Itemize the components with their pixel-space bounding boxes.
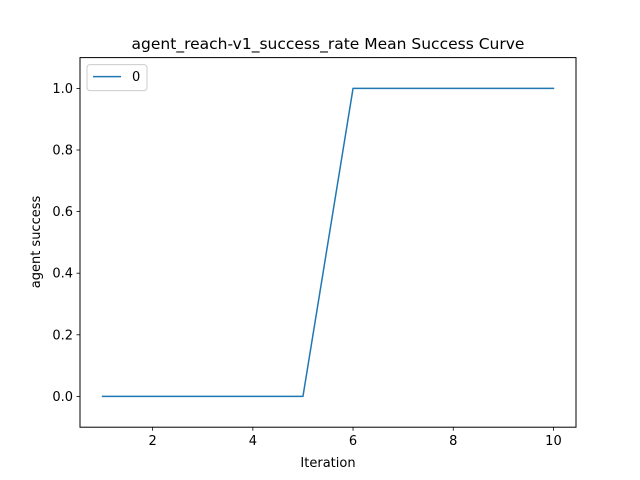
x-tick-label: 4 <box>249 434 257 449</box>
x-tick-label: 6 <box>349 434 357 449</box>
y-axis-label: agent success <box>29 196 44 289</box>
x-axis-label: Iteration <box>300 456 355 471</box>
y-tick-label: 0.2 <box>52 328 73 343</box>
series-layer <box>103 88 554 396</box>
legend: 0 <box>87 65 147 91</box>
x-axis: 2 4 6 8 10 <box>149 427 562 449</box>
x-tick-label: 2 <box>149 434 157 449</box>
legend-label: 0 <box>132 70 140 85</box>
series-line-0 <box>103 88 554 396</box>
chart-title: agent_reach-v1_success_rate Mean Success… <box>132 35 525 54</box>
y-tick-label: 1.0 <box>52 82 73 97</box>
y-tick-label: 0.4 <box>52 267 73 282</box>
x-tick-label: 8 <box>449 434 457 449</box>
y-tick-label: 0.8 <box>52 144 73 159</box>
x-tick-label: 10 <box>545 434 562 449</box>
y-tick-label: 0.0 <box>52 390 73 405</box>
y-tick-label: 0.6 <box>52 205 73 220</box>
y-axis: 0.0 0.2 0.4 0.6 0.8 1.0 <box>52 82 80 405</box>
